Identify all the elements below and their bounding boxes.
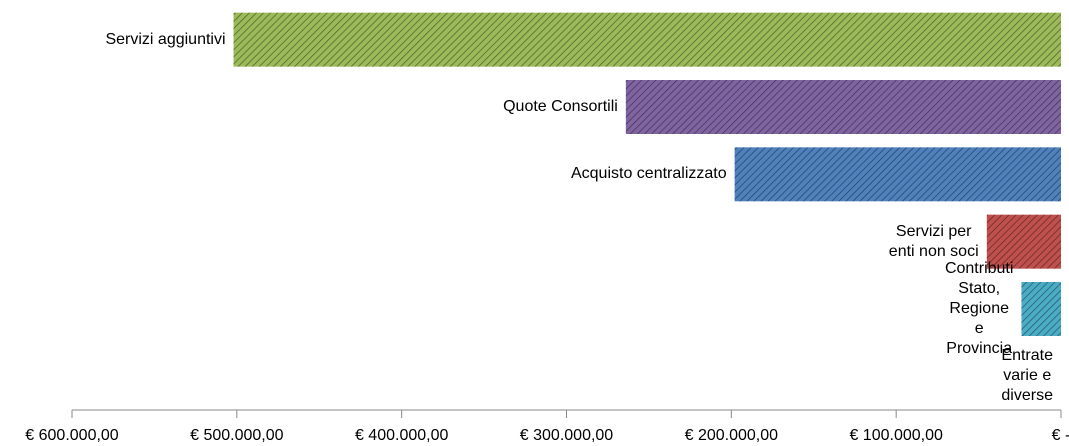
x-tick-label: € - bbox=[1052, 427, 1069, 444]
x-tick-label: € 300.000,00 bbox=[520, 427, 614, 444]
bar-label: Servizi aggiuntivi bbox=[105, 30, 226, 48]
x-tick-label: € 600.000,00 bbox=[25, 427, 119, 444]
x-tick-label: € 500.000,00 bbox=[190, 427, 284, 444]
bar-label: Acquisto centralizzato bbox=[570, 165, 727, 183]
x-tick-label: € 400.000,00 bbox=[355, 427, 449, 444]
bar-label: Quote Consortili bbox=[503, 98, 618, 115]
bar-label: Servizi per enti non soci bbox=[888, 222, 979, 260]
x-tick-label: € 200.000,00 bbox=[685, 427, 779, 444]
bar bbox=[625, 80, 1061, 134]
bar-label: Contributi Stato, Regione e Provincia bbox=[944, 260, 1014, 357]
bar bbox=[734, 147, 1061, 202]
bar-label: Entrate varie e diverse bbox=[1001, 347, 1053, 405]
x-tick-label: € 100.000,00 bbox=[849, 427, 943, 444]
bar bbox=[986, 214, 1061, 269]
bar bbox=[233, 12, 1061, 67]
bar bbox=[1021, 282, 1061, 336]
